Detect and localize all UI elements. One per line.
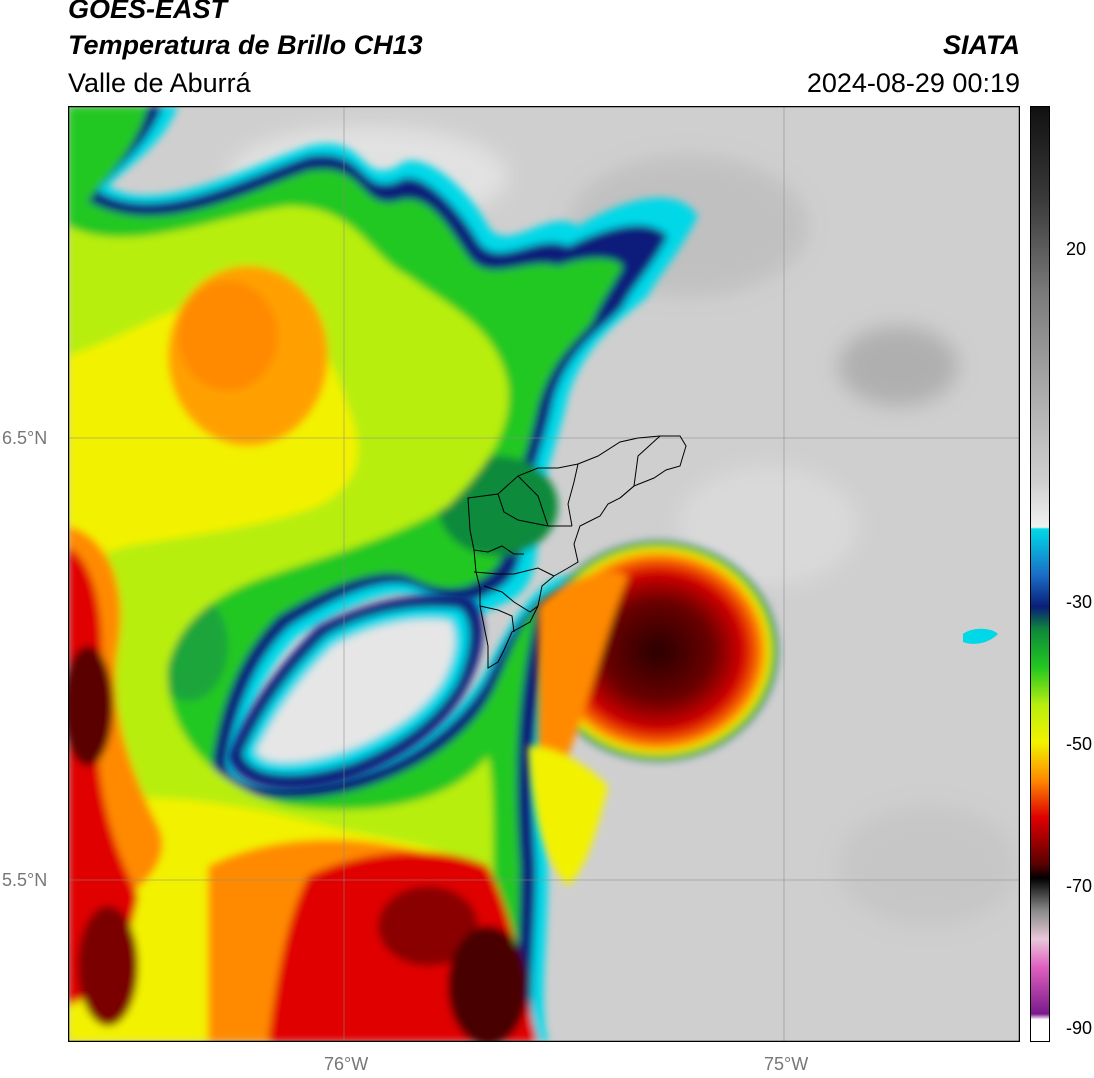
cloud-streak-east bbox=[963, 628, 998, 644]
lat-label-6-5n: 6.5°N bbox=[2, 428, 48, 448]
colorbar-tick-minus30: -30 bbox=[1066, 592, 1093, 612]
organization-label: SIATA bbox=[943, 30, 1020, 60]
map-frame bbox=[68, 106, 1020, 1042]
colorbar-tick-minus50: -50 bbox=[1066, 734, 1093, 754]
brightness-temperature-map bbox=[68, 106, 1020, 1042]
gridlines bbox=[68, 106, 1020, 1042]
colorbar-tick-20: 20 bbox=[1066, 239, 1087, 259]
clear-slot bbox=[228, 594, 483, 790]
product-title: Temperatura de Brillo CH13 bbox=[68, 30, 423, 60]
satellite-title: GOES-EAST bbox=[68, 0, 228, 24]
colorbar-tick-minus70: -70 bbox=[1066, 876, 1093, 896]
convective-cell bbox=[528, 541, 778, 886]
lon-label-75w: 75°W bbox=[764, 1054, 809, 1074]
municipality-boundaries bbox=[467, 435, 687, 669]
lon-label-76w: 76°W bbox=[324, 1054, 369, 1074]
region-title: Valle de Aburrá bbox=[68, 68, 251, 98]
colorbar-tick-minus90: -90 bbox=[1066, 1018, 1093, 1038]
cloud-mass-west bbox=[68, 106, 698, 1042]
lat-label-5-5n: 5.5°N bbox=[2, 870, 48, 890]
temperature-colorbar bbox=[1030, 106, 1050, 1042]
timestamp-label: 2024-08-29 00:19 bbox=[806, 68, 1020, 98]
